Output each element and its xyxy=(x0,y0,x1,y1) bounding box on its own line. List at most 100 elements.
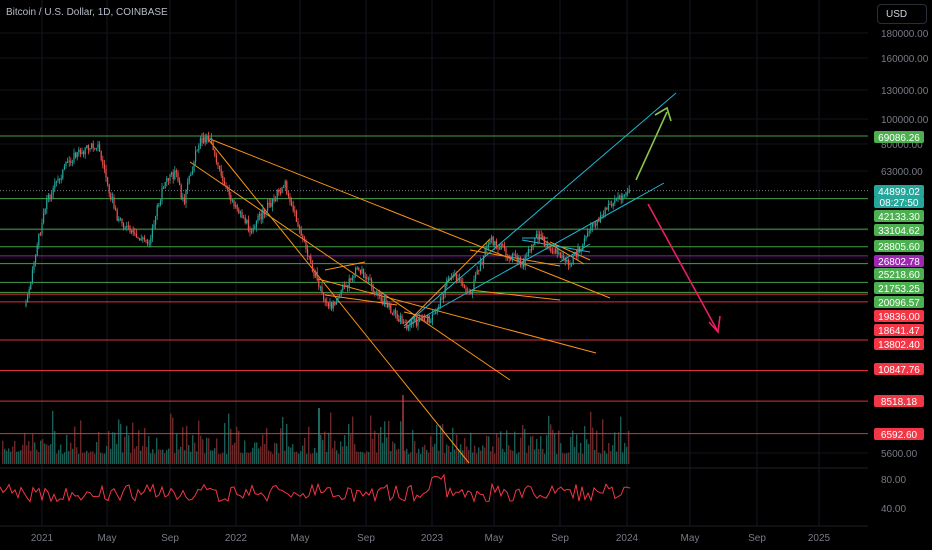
currency-button[interactable]: USD xyxy=(877,4,927,24)
candle-body xyxy=(108,184,110,194)
candle-body xyxy=(441,298,443,300)
time-tick-label: 2023 xyxy=(421,533,444,544)
volume-bar xyxy=(500,431,502,464)
volume-bar xyxy=(18,451,20,464)
volume-bar xyxy=(504,452,506,464)
time-axis[interactable]: 2021 May Sep 2022 May Sep 2023 May Sep 2024 May Sep… xyxy=(0,525,932,550)
volume-bar xyxy=(230,428,232,464)
candle-body xyxy=(260,213,262,220)
candle-body xyxy=(375,293,377,295)
candle-body xyxy=(297,221,299,227)
candle-body xyxy=(225,185,227,187)
volume-bar xyxy=(558,430,560,464)
volume-bar xyxy=(124,436,126,464)
candle-body xyxy=(110,193,112,200)
volume-bar xyxy=(268,450,270,464)
volume-bar xyxy=(314,447,316,464)
candle-body xyxy=(575,252,577,257)
candle-body xyxy=(49,194,51,199)
candle-body xyxy=(542,235,544,239)
volume-bar xyxy=(518,452,520,464)
candle-body xyxy=(350,278,352,280)
volume-bar xyxy=(334,440,336,464)
volume-bar xyxy=(12,446,14,464)
candle-body xyxy=(516,255,518,262)
candle-body xyxy=(449,277,451,279)
candle-body xyxy=(102,159,104,165)
volume-bar xyxy=(194,442,196,464)
indicator-tick-label: 40.00 xyxy=(881,504,906,515)
candle-body xyxy=(443,293,445,300)
candle-body xyxy=(148,243,150,245)
volume-bar xyxy=(60,444,62,464)
volume-bar xyxy=(556,453,558,464)
volume-bar xyxy=(336,450,338,464)
volume-bar xyxy=(122,452,124,464)
volume-bar xyxy=(198,420,200,464)
candle-body xyxy=(65,162,67,166)
candle-body xyxy=(427,315,429,323)
volume-bar xyxy=(96,442,98,464)
candle-body xyxy=(278,189,280,193)
volume-bar xyxy=(548,415,550,464)
volume-bar xyxy=(276,443,278,464)
volume-bar xyxy=(592,427,594,464)
volume-bar xyxy=(70,442,72,464)
candle-body xyxy=(625,192,627,195)
candle-body xyxy=(147,240,149,244)
volume-bar xyxy=(496,433,498,464)
candle-body xyxy=(388,303,390,308)
volume-bar xyxy=(312,453,314,464)
candle-body xyxy=(124,227,126,229)
volume-bar xyxy=(398,448,400,464)
volume-bar xyxy=(330,412,332,464)
ascending-channel-line xyxy=(403,92,677,327)
volume-bar xyxy=(346,446,348,464)
candle-body xyxy=(174,170,176,180)
candle-body xyxy=(76,151,78,158)
candle-body xyxy=(471,289,473,294)
time-tick-label: Sep xyxy=(551,533,569,544)
level-label: 13802.40 xyxy=(878,340,920,351)
candle-body xyxy=(81,151,83,155)
candle-body xyxy=(367,278,369,280)
volume-bar xyxy=(420,453,422,464)
level-label-bg xyxy=(874,324,924,336)
level-label: 10847.76 xyxy=(878,365,920,376)
volume-bar xyxy=(482,445,484,464)
volume-bar xyxy=(442,423,444,464)
candle-body xyxy=(377,293,379,295)
volume-bar xyxy=(20,450,22,464)
volume-bar xyxy=(206,437,208,464)
volume-bar xyxy=(48,445,50,464)
candle-body xyxy=(404,321,406,323)
volume-bar xyxy=(418,448,420,464)
volume-bar xyxy=(478,447,480,464)
candle-body xyxy=(478,270,480,272)
candle-body xyxy=(177,172,179,181)
volume-bar xyxy=(172,417,174,464)
projection-arrows xyxy=(635,106,721,334)
volume-bar xyxy=(614,432,616,464)
candle-body xyxy=(369,278,371,280)
candle-body xyxy=(531,244,533,251)
volume-bar xyxy=(140,450,142,464)
candle-body xyxy=(329,302,331,307)
candle-body xyxy=(175,170,177,173)
volume-bar xyxy=(252,447,254,464)
candle-body xyxy=(415,318,417,326)
volume-bar xyxy=(152,449,154,464)
volume-bar xyxy=(372,438,374,464)
candle-body xyxy=(227,186,229,189)
candle-body xyxy=(401,316,403,324)
volume-bar xyxy=(386,437,388,464)
indicator-tick-label: 80.00 xyxy=(881,475,906,486)
candle-body xyxy=(407,326,409,329)
volume-bar xyxy=(192,435,194,464)
volume-bar xyxy=(290,447,292,464)
candle-body xyxy=(270,203,272,207)
candle-body xyxy=(206,136,208,143)
candle-body xyxy=(300,229,302,236)
volume-bar xyxy=(84,452,86,464)
